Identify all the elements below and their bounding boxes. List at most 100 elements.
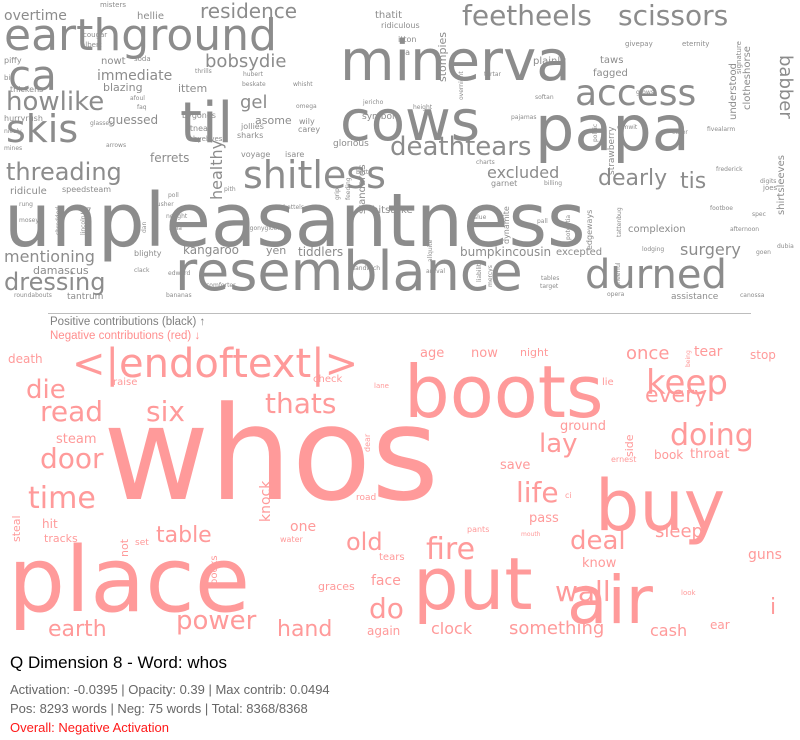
positive-word-48: ridicule (10, 186, 47, 197)
negative-word-14: door (40, 442, 104, 475)
positive-word-44: shirtsleeves (776, 155, 787, 215)
negative-word-45: age (420, 346, 444, 361)
negative-word-6: <|endoftext|> (72, 341, 358, 387)
positive-word-71: blighty (134, 249, 162, 258)
positive-word-139: whisht (293, 81, 313, 88)
negative-word-8: doing (670, 418, 754, 453)
positive-word-82: soda (134, 55, 151, 63)
negative-word-41: one (290, 519, 316, 535)
negative-word-58: check (313, 374, 342, 385)
negative-word-28: once (626, 343, 669, 364)
positive-word-60: jollies (240, 122, 264, 131)
positive-word-153: tattenbug (616, 207, 623, 237)
negative-word-16: do (369, 592, 404, 625)
positive-word-124: rung (19, 201, 33, 208)
positive-word-63: bygones (182, 111, 216, 120)
positive-word-151: pith (224, 186, 236, 193)
positive-word-123: mosey (19, 217, 39, 224)
positive-word-117: hula (169, 225, 182, 232)
negative-word-0: whos (103, 378, 439, 530)
positive-word-12: feetheels (462, 0, 592, 32)
positive-word-49: assistance (671, 292, 719, 302)
cloud-divider (48, 313, 751, 314)
negative-word-11: read (40, 395, 103, 428)
positive-word-84: givepay (625, 40, 653, 48)
positive-word-4: cows (340, 89, 480, 154)
positive-word-147: mines (4, 145, 22, 152)
positive-word-133: softan (535, 94, 554, 101)
positive-word-28: overtime (4, 8, 67, 24)
positive-word-37: asome (255, 114, 292, 127)
positive-word-25: excluded (487, 163, 559, 182)
positive-word-134: tartar (484, 71, 502, 78)
positive-word-8: durned (585, 252, 727, 298)
positive-word-53: taws (600, 55, 623, 66)
negative-word-19: lay (539, 429, 578, 459)
negative-word-67: dear (363, 433, 372, 452)
positive-word-66: wily (299, 117, 315, 126)
negative-word-56: steal (10, 515, 23, 542)
positive-word-99: opera (607, 291, 625, 298)
negative-word-71: look (681, 589, 697, 597)
positive-word-80: albert (81, 41, 102, 49)
positive-word-14: howlike (6, 87, 104, 117)
legend-negative: Negative contributions (red) ↓ (50, 330, 201, 342)
positive-word-33: tiddlers (298, 245, 343, 259)
negative-word-65: water (280, 535, 304, 544)
positive-word-47: nowt (101, 56, 126, 67)
positive-word-10: shitless (243, 153, 386, 197)
positive-word-148: nicely (4, 128, 22, 135)
positive-word-17: dressing (4, 268, 105, 296)
negative-word-18: die (26, 375, 66, 405)
positive-word-35: ittem (178, 82, 207, 95)
positive-word-73: isare (285, 150, 304, 159)
positive-word-152: potentia (565, 215, 572, 240)
positive-word-97: goen (756, 249, 771, 256)
positive-word-79: cougar (83, 31, 107, 39)
positive-word-43: complexion (628, 224, 686, 235)
negative-word-26: every (645, 383, 707, 408)
positive-word-131: height (413, 104, 433, 111)
positive-word-91: digits (760, 178, 776, 185)
positive-word-16: threading (6, 158, 122, 186)
negative-word-68: pants (467, 525, 489, 534)
positive-word-22: babber (775, 55, 796, 119)
negative-word-53: hit (42, 517, 58, 531)
positive-word-106: allquite (427, 239, 434, 262)
positive-word-cloud: unpleasantness papa minerva til cows resembla… (0, 0, 800, 305)
positive-word-68: edgeways (585, 210, 594, 250)
negative-word-23: table (156, 523, 212, 548)
positive-word-57: symbol (362, 112, 395, 122)
positive-word-19: tis (680, 169, 706, 194)
negative-word-4: buy (595, 465, 725, 547)
positive-word-41: standards (357, 164, 368, 214)
negative-word-57: graces (318, 580, 355, 593)
legend-positive: Positive contributions (black) ↑ (50, 316, 206, 328)
positive-word-58: glorious (333, 139, 369, 149)
negative-word-64: set (135, 538, 149, 548)
negative-word-44: now (471, 346, 498, 361)
negative-word-9: fire (426, 532, 475, 567)
negative-word-30: something (509, 618, 604, 639)
positive-word-65: carey (298, 125, 320, 134)
positive-word-78: misters (100, 1, 126, 9)
negative-word-59: raise (113, 377, 137, 388)
negative-word-13: thats (265, 387, 336, 420)
positive-word-149: 57 (80, 207, 91, 217)
positive-word-141: hubert (243, 71, 264, 78)
positive-word-36: blazing (103, 81, 143, 94)
positive-word-110: sandwich (352, 265, 380, 272)
positive-word-31: bumpkincousin (460, 245, 551, 259)
positive-word-56: hellie (137, 11, 164, 22)
figure-title: Q Dimension 8 - Word: whos (10, 653, 227, 672)
positive-word-11: access (575, 73, 696, 114)
positive-word-75: thickens (10, 85, 43, 94)
positive-word-50: tantrum (67, 292, 103, 302)
positive-word-34: guessed (108, 113, 158, 127)
positive-word-86: grows (636, 89, 654, 96)
positive-word-52: fagged (593, 68, 628, 79)
positive-word-93: spec (752, 211, 766, 218)
positive-word-24: mentioning (4, 247, 95, 266)
